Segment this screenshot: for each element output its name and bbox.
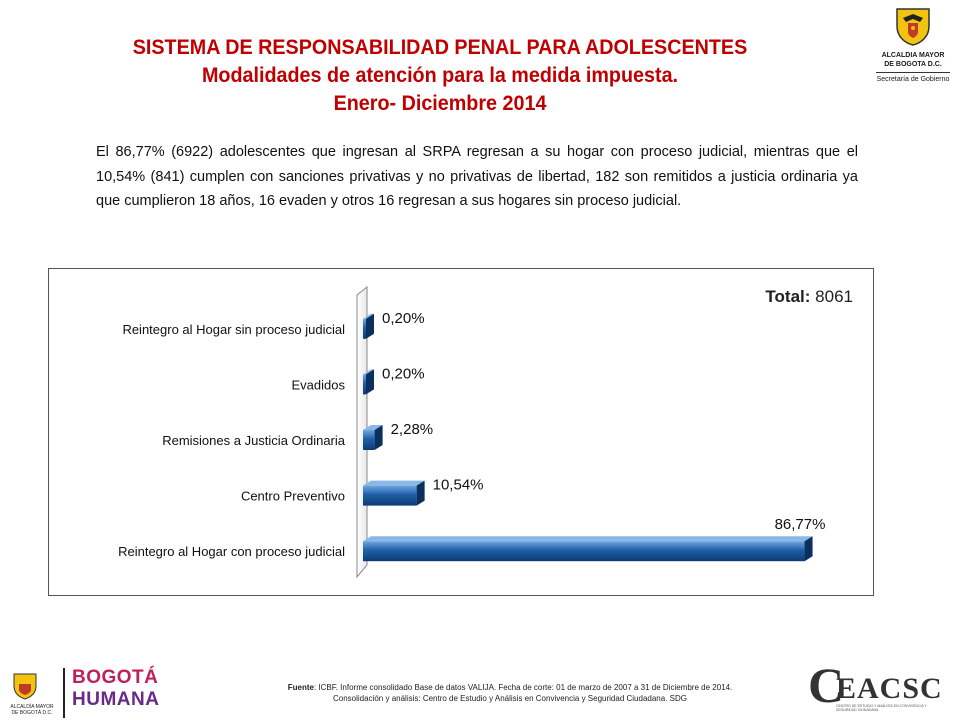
bar [363,313,374,339]
bar-front [363,485,417,506]
chart-container: Total: 8061 Reintegro al Hogar sin proce… [48,268,874,596]
bar-front [363,374,366,395]
bar-top [363,536,813,542]
bogota-logo-bottom: HUMANA [72,689,160,710]
bar [363,425,383,450]
logo-line-1: ALCALDIA MAYOR [881,52,945,59]
bogota-logo-top: BOGOTÁ [72,667,159,688]
data-label: 0,20% [382,310,425,327]
footer-logos: ALCALDÍA MAYOR DE BOGOTÁ D.C. BOGOTÁ HUM… [8,667,160,720]
logo-line-2: DE BOGOTA D.C. [884,61,942,68]
data-label: 86,77% [775,516,826,533]
title-block: SISTEMA DE RESPONSABILIDAD PENAL PARA AD… [60,34,820,118]
category-label: Evadidos [292,377,346,392]
bar-side [374,425,383,450]
category-label: Reintegro al Hogar con proceso judicial [118,544,345,559]
logo-divider [876,72,950,73]
alcaldia-small-text: ALCALDÍA MAYOR DE BOGOTÁ D.C. [10,704,54,716]
bar-top [363,313,374,319]
alcaldia-logo: ALCALDIA MAYOR DE BOGOTA D.C. Secretaría… [872,6,954,83]
bar-top [363,369,374,375]
bar-top [363,425,383,430]
bar [363,480,425,506]
source-note: Fuente: ICBF. Informe consolidado Base d… [230,682,790,704]
logo-line-3: Secretaría de Gobierno [876,76,950,83]
ceacsc-logo-tagline: CENTRO DE ESTUDIO Y ANÁLISIS EN CONVIVEN… [836,704,927,712]
bar-side [416,480,425,506]
category-label: Reintegro al Hogar sin proceso judicial [122,322,345,337]
bar-front [363,318,366,339]
page-title: SISTEMA DE RESPONSABILIDAD PENAL PARA AD… [132,36,748,59]
bar [363,536,813,562]
source-lead: Fuente [287,683,314,692]
bar-side [366,313,374,339]
logo-separator [63,668,65,718]
bar-side [366,369,374,395]
data-label: 10,54% [433,477,484,494]
summary-paragraph: El 86,77% (6922) adolescentes que ingres… [96,144,858,209]
page-period: Enero- Diciembre 2014 [333,92,547,115]
bar [363,369,374,395]
coat-of-arms-small-icon [13,673,37,700]
data-label: 0,20% [382,365,425,382]
bar-front [363,430,375,450]
category-label: Centro Preventivo [241,489,345,504]
ceacsc-logo: C EACSC CENTRO DE ESTUDIO Y ANÁLISIS EN … [808,657,944,713]
bar-front [363,541,805,562]
category-label: Remisiones a Justicia Ordinaria [162,433,346,448]
page-subtitle: Modalidades de atención para la medida i… [201,64,679,87]
total-label: Total: [765,287,811,306]
source-line-2: Consolidación y análisis: Centro de Estu… [333,694,687,703]
bar-top [363,480,425,486]
chart-total: Total: 8061 [765,287,853,307]
coat-of-arms-icon [896,8,930,46]
bar-chart: Reintegro al Hogar sin proceso judicial 0… [118,285,826,579]
ceacsc-logo-c: C [808,657,845,713]
data-label: 2,28% [391,421,434,438]
ceacsc-logo-word: EACSC [836,672,943,705]
source-line-1: : ICBF. Informe consolidado Base de dato… [313,683,733,692]
total-value: 8061 [815,287,853,306]
bar-side [804,536,813,562]
